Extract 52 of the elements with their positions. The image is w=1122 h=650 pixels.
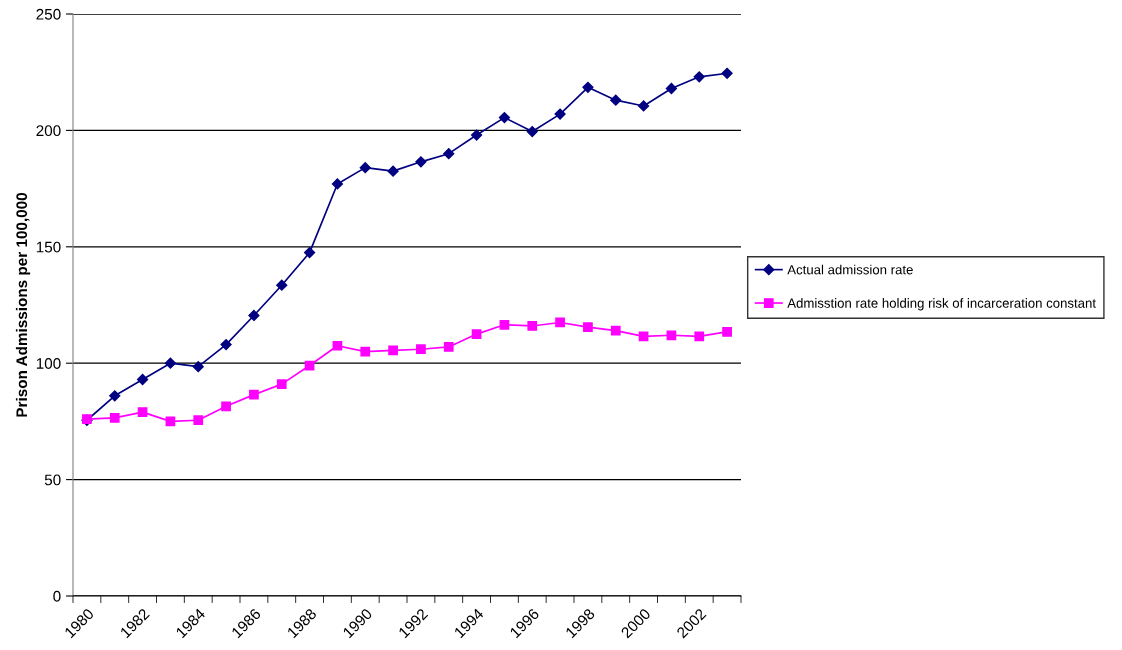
point [443,148,455,160]
point [443,342,454,352]
point [721,67,733,79]
point [276,379,287,390]
point [332,340,343,351]
point [109,413,120,423]
point [360,346,371,357]
point [416,344,426,355]
point [583,322,593,332]
point [109,390,121,402]
y-tick-label: 100 [36,358,61,369]
point [470,129,483,141]
point [192,361,204,373]
point [722,326,732,337]
point [498,111,511,124]
y-axis-title: Prison Admissions per 100,000 [15,192,31,417]
y-tick-label: 0 [53,590,61,602]
point [164,357,177,369]
point [220,338,232,351]
point [415,156,427,168]
point [693,71,705,83]
point [387,165,399,177]
point [582,81,594,93]
point [303,247,316,259]
y-tick-label: 50 [44,474,61,486]
point [554,108,566,120]
point [526,125,538,138]
point [388,345,398,356]
point [248,309,260,322]
point [359,162,371,174]
point [610,325,621,336]
point [666,330,677,341]
legend-label: Actual admission rate [787,264,913,275]
point [694,331,705,342]
legend-label: Admisstion rate holding risk of incarceration constant [787,298,1096,311]
point [331,178,344,190]
y-tick-label: 250 [36,8,61,20]
point [249,389,259,400]
point [276,279,288,291]
point [610,94,622,106]
point [221,401,231,412]
point [136,373,149,386]
point [471,329,482,339]
point [637,100,650,112]
point [499,319,510,330]
point [137,407,148,417]
y-tick-label: 200 [36,125,61,137]
point [193,415,204,426]
point [555,317,565,328]
point [527,321,538,331]
y-tick-label: 150 [36,241,61,253]
point [665,82,678,95]
